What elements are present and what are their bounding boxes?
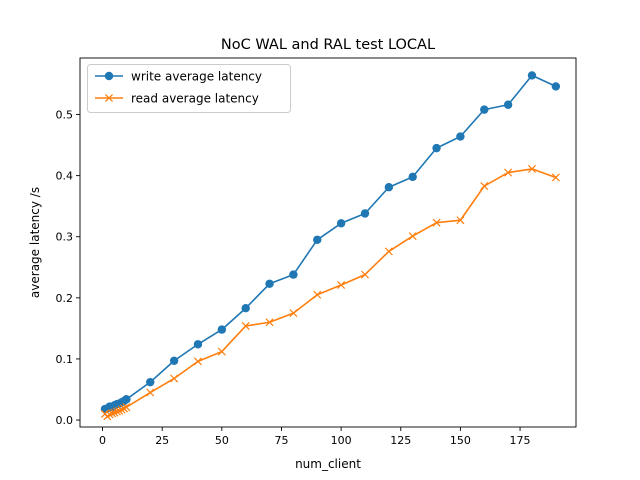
axes-frame: [79, 57, 577, 428]
series-read-average-latency: [100, 164, 560, 421]
y-tick-label: 0.2: [56, 292, 74, 305]
data-point: [432, 143, 441, 153]
data-point: [146, 377, 155, 387]
legend-marker: [104, 93, 114, 103]
data-point: [193, 340, 203, 349]
data-point: [384, 183, 394, 192]
data-point: [169, 356, 179, 365]
x-tick-label: 50: [215, 434, 229, 447]
data-point: [432, 218, 441, 227]
legend-box: [87, 64, 291, 113]
data-point: [527, 71, 537, 80]
data-point: [241, 304, 250, 313]
y-axis: 0.0 0.1 0.2 0.3 0.4 0.5: [56, 109, 80, 427]
y-tick-label: 0.4: [56, 170, 74, 183]
x-axis-label: num_client: [295, 457, 361, 471]
x-tick-label: 125: [390, 434, 411, 447]
data-point: [551, 82, 561, 91]
data-point: [289, 309, 298, 318]
data-point: [193, 357, 203, 366]
data-point: [241, 321, 250, 330]
data-point: [408, 232, 417, 241]
legend-label: write average latency: [131, 70, 262, 84]
data-point: [408, 172, 417, 182]
data-point: [313, 235, 322, 244]
data-point: [122, 403, 131, 412]
data-point: [265, 318, 274, 327]
x-tick-label: 75: [274, 434, 288, 447]
data-point: [217, 325, 227, 334]
x-tick-label: 25: [155, 434, 169, 447]
data-point: [122, 395, 131, 404]
data-point: [480, 105, 489, 114]
y-tick-label: 0.5: [56, 109, 74, 122]
data-point: [480, 181, 489, 191]
data-point: [504, 168, 513, 177]
data-point: [384, 247, 393, 256]
data-point: [265, 279, 274, 288]
y-tick-label: 0.1: [56, 353, 74, 366]
data-point: [105, 410, 114, 419]
x-axis: 0 25 50 75 100 125 150 175: [99, 427, 531, 447]
data-point: [360, 209, 370, 218]
data-point: [337, 280, 346, 290]
legend-item-write-average-latency: write average latency: [95, 70, 262, 84]
data-point: [503, 100, 513, 109]
data-point: [289, 270, 298, 279]
legend-item-read-average-latency: read average latency: [95, 92, 259, 106]
data-point: [146, 388, 155, 397]
data-point: [110, 408, 119, 417]
legend: write average latency read average latenc…: [87, 64, 291, 113]
data-point: [112, 407, 121, 416]
y-tick-label: 0.3: [56, 231, 74, 244]
legend-marker: [104, 71, 114, 81]
data-point: [360, 270, 370, 279]
chart-title: NoC WAL and RAL test LOCAL: [221, 37, 435, 53]
legend-label: read average latency: [131, 92, 259, 106]
data-point: [456, 216, 465, 225]
x-tick-label: 150: [450, 434, 471, 447]
data-point: [313, 290, 322, 299]
y-axis-label: average latency /s: [28, 187, 42, 298]
data-point: [108, 409, 117, 418]
data-point: [115, 406, 124, 415]
data-point: [336, 219, 346, 228]
data-point: [119, 404, 129, 413]
data-point: [527, 164, 537, 173]
x-tick-label: 100: [331, 434, 352, 447]
x-tick-label: 175: [510, 434, 531, 447]
x-tick-label: 0: [99, 434, 106, 447]
data-point: [217, 347, 226, 356]
data-point: [170, 374, 179, 383]
plot-area: [100, 71, 561, 421]
data-point: [551, 173, 560, 182]
data-point: [456, 132, 465, 141]
data-point: [117, 405, 126, 414]
y-tick-label: 0.0: [56, 414, 74, 427]
